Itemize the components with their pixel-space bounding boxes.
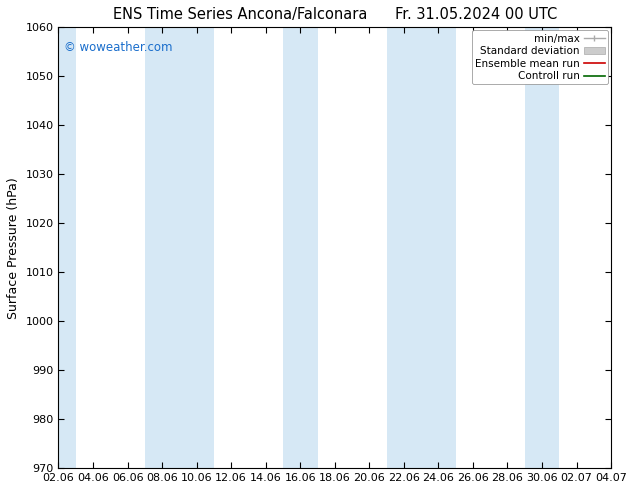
Text: © woweather.com: © woweather.com [64, 41, 172, 53]
Bar [145, 27, 179, 468]
Bar [387, 27, 421, 468]
Bar [421, 27, 456, 468]
Bar [179, 27, 214, 468]
Y-axis label: Surface Pressure (hPa): Surface Pressure (hPa) [7, 177, 20, 318]
Bar [525, 27, 559, 468]
Bar [41, 27, 75, 468]
Legend: min/max, Standard deviation, Ensemble mean run, Controll run: min/max, Standard deviation, Ensemble me… [472, 30, 608, 84]
Title: ENS Time Series Ancona/Falconara      Fr. 31.05.2024 00 UTC: ENS Time Series Ancona/Falconara Fr. 31.… [113, 7, 557, 22]
Bar [283, 27, 318, 468]
